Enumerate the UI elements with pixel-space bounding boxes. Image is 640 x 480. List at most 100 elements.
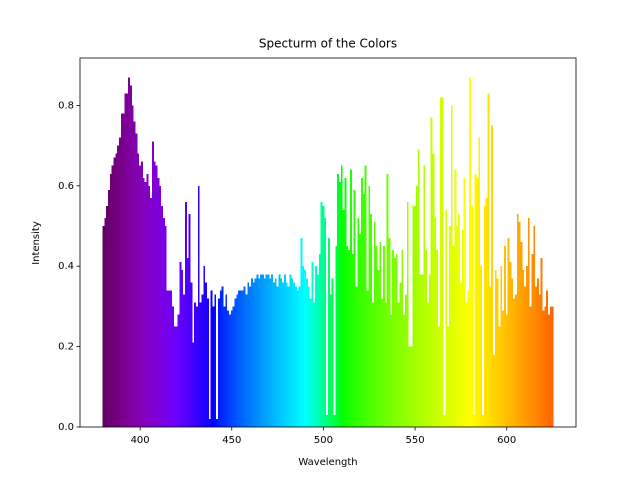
bar <box>166 290 169 427</box>
y-tick-label: 0.4 <box>58 261 74 272</box>
bar <box>218 298 220 427</box>
bar <box>175 326 178 427</box>
bar <box>437 326 440 427</box>
bar <box>282 282 285 427</box>
bar <box>333 414 336 427</box>
bar <box>174 326 176 427</box>
bar <box>373 222 376 427</box>
bar <box>335 246 338 427</box>
bar <box>291 278 294 427</box>
bar <box>507 238 510 427</box>
bar <box>390 314 393 427</box>
bar <box>157 177 160 427</box>
bar <box>514 294 517 427</box>
bar <box>331 278 334 427</box>
bar <box>426 302 429 427</box>
bar <box>412 205 415 427</box>
bar <box>300 238 303 427</box>
bar <box>375 246 378 427</box>
bar <box>311 262 314 427</box>
bar <box>199 302 202 427</box>
bar <box>188 213 191 427</box>
bar <box>533 226 536 427</box>
bar <box>481 414 484 427</box>
bar <box>546 290 548 427</box>
bar <box>276 286 279 427</box>
bar <box>480 266 482 427</box>
bar <box>111 165 114 427</box>
bar <box>355 286 358 427</box>
bar <box>267 274 270 427</box>
bar <box>447 326 449 427</box>
bar <box>349 169 352 427</box>
bar <box>326 414 328 427</box>
bar <box>106 205 109 427</box>
bar <box>476 177 479 427</box>
bar <box>377 270 380 427</box>
bar <box>146 173 149 427</box>
bar <box>115 153 118 427</box>
bar <box>463 177 466 427</box>
bar <box>448 226 451 427</box>
bar <box>351 254 354 427</box>
bar <box>236 294 239 427</box>
bar <box>216 418 219 427</box>
bar <box>113 157 116 427</box>
bar <box>186 258 189 427</box>
bar <box>260 274 263 427</box>
bar <box>474 173 477 427</box>
y-tick-label: 0.8 <box>58 100 74 111</box>
bar <box>287 286 290 427</box>
bar <box>503 246 506 427</box>
bar <box>459 282 462 427</box>
bar <box>489 286 492 427</box>
bar <box>368 185 371 427</box>
x-tick-label: 400 <box>131 435 150 446</box>
bar <box>148 185 151 427</box>
bar <box>225 294 228 427</box>
bar <box>520 242 523 427</box>
bar <box>313 302 316 427</box>
bar <box>278 274 281 427</box>
bar <box>109 173 112 427</box>
x-tick-label: 450 <box>222 435 241 446</box>
bar <box>382 246 385 427</box>
x-axis-label: Wavelength <box>298 457 357 468</box>
bar <box>205 282 208 427</box>
bar <box>529 306 532 427</box>
bar <box>388 238 391 427</box>
bar <box>306 278 308 427</box>
bar <box>344 177 347 427</box>
bar <box>340 165 343 427</box>
bar <box>144 181 147 427</box>
bar <box>329 294 332 427</box>
bar <box>357 217 360 427</box>
bar <box>117 145 120 428</box>
bar <box>525 266 528 427</box>
bar <box>230 310 233 427</box>
bar <box>467 290 470 427</box>
y-tick-label: 0.6 <box>58 181 74 192</box>
bar <box>458 213 460 427</box>
bar <box>262 274 264 427</box>
bar <box>251 278 253 427</box>
bar <box>207 298 209 427</box>
bar <box>487 93 490 427</box>
bar <box>163 217 165 427</box>
bar <box>263 278 266 427</box>
bar <box>384 302 387 427</box>
bar <box>381 298 383 427</box>
bar <box>238 290 241 427</box>
bar <box>469 77 471 427</box>
bar <box>359 234 361 427</box>
bar <box>194 302 197 427</box>
bar <box>494 270 497 427</box>
bar <box>152 141 154 427</box>
bar <box>461 230 464 427</box>
bar <box>337 173 339 427</box>
bar <box>210 290 213 427</box>
bar <box>386 173 389 427</box>
x-tick-label: 550 <box>406 435 425 446</box>
bar <box>513 298 515 427</box>
bar <box>450 105 453 428</box>
